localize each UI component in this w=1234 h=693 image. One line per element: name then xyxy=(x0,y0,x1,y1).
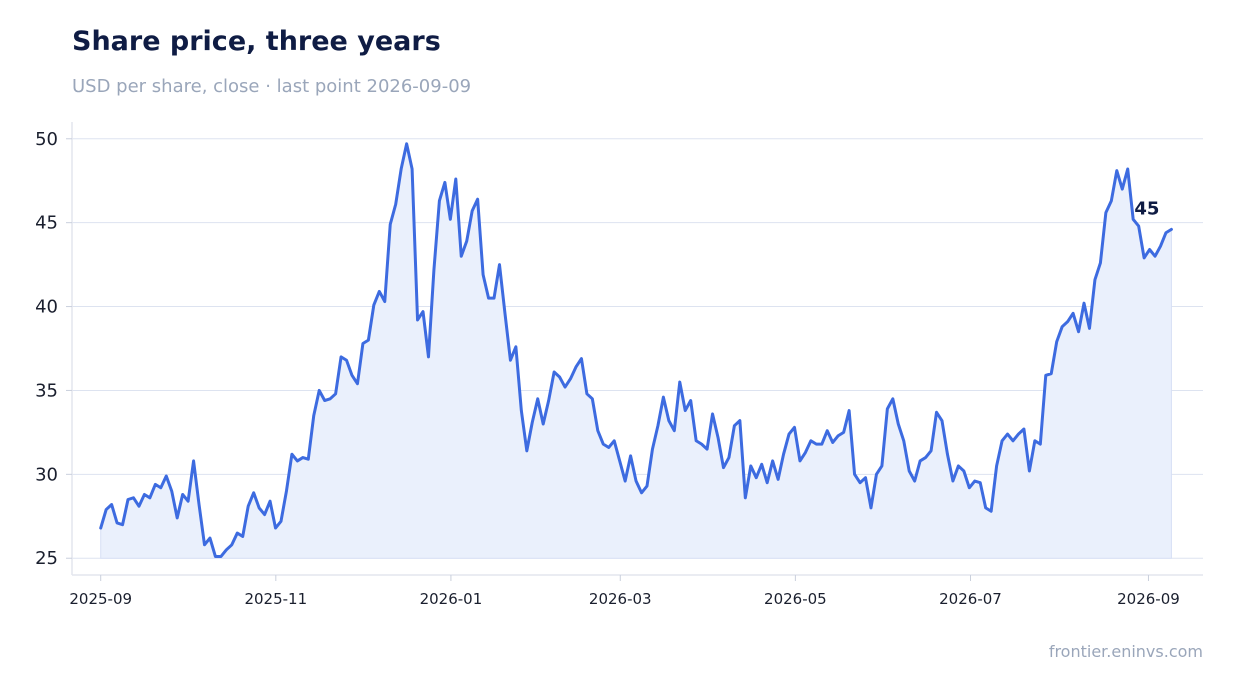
y-tick-label: 25 xyxy=(35,548,58,569)
axes xyxy=(66,122,1203,581)
area-layer xyxy=(100,143,1172,559)
x-tick-label: 2025-09 xyxy=(69,590,132,608)
series-line xyxy=(99,142,1173,559)
x-tick-label: 2026-03 xyxy=(589,590,652,608)
chart-title: Share price, three years xyxy=(72,26,441,57)
x-tick-label: 2026-01 xyxy=(420,590,483,608)
x-tick-label: 2026-07 xyxy=(939,590,1002,608)
series-area xyxy=(100,143,1172,559)
x-tick-label: 2026-05 xyxy=(764,590,827,608)
y-tick-label: 40 xyxy=(35,297,58,318)
source-credit: frontier.eninvs.com xyxy=(1048,642,1203,661)
y-tick-label: 45 xyxy=(35,213,58,234)
last-value-label: 45 xyxy=(1134,198,1159,219)
x-tick-labels: 2025-09 2025-11 2026-01 2026-03 2026-05 2026-… xyxy=(69,590,1179,608)
x-tick-label: 2025-11 xyxy=(244,590,307,608)
y-tick-labels: 25 30 35 40 45 50 xyxy=(35,129,58,569)
y-tick-label: 50 xyxy=(35,129,58,150)
y-tick-label: 35 xyxy=(35,380,58,401)
x-tick-label: 2026-09 xyxy=(1117,590,1180,608)
line-layer xyxy=(99,142,1173,559)
chart-subtitle: USD per share, close · last point 2026-0… xyxy=(72,76,472,97)
y-tick-label: 30 xyxy=(35,464,58,485)
annotations: 45 xyxy=(1134,198,1159,219)
